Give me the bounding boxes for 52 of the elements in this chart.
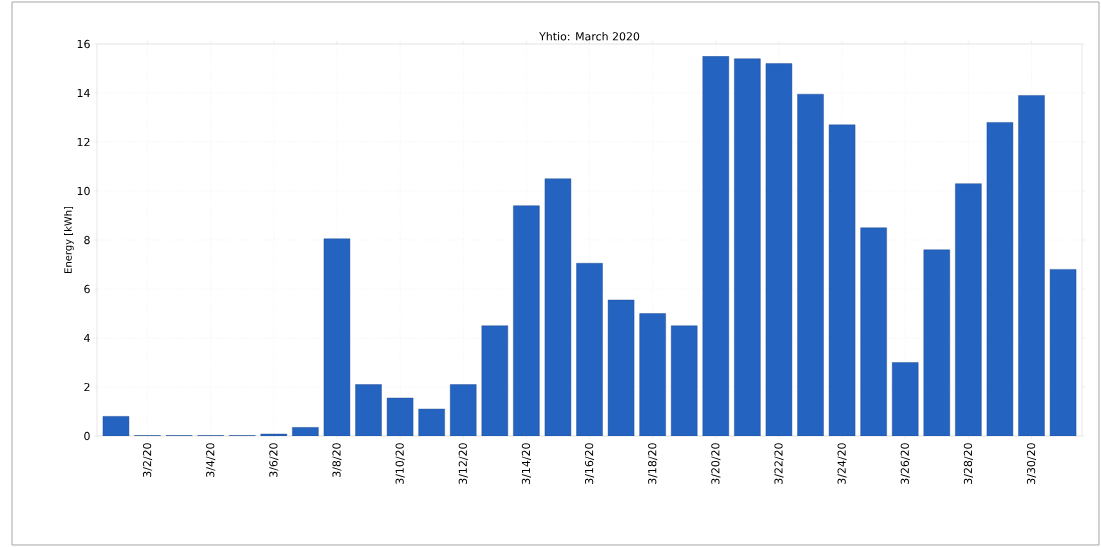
x-tick-label: 3/14/20	[521, 443, 531, 484]
x-tick-label: 3/26/20	[900, 443, 910, 484]
x-tick-label: 3/22/20	[774, 443, 784, 484]
bar	[292, 427, 319, 436]
x-tick-label: 3/6/20	[269, 443, 279, 477]
bar	[102, 416, 130, 436]
bar	[513, 205, 540, 436]
y-tick-label: 8	[84, 235, 90, 245]
bar	[828, 124, 856, 436]
bar	[418, 408, 445, 436]
bar	[607, 299, 635, 436]
bar	[386, 397, 414, 436]
bar	[765, 63, 793, 436]
bar	[892, 362, 919, 436]
bar	[797, 94, 824, 436]
bar	[450, 384, 477, 436]
y-axis-title: Energy [kWh]	[64, 206, 74, 273]
y-tick-label: 4	[84, 334, 90, 342]
x-tick-label: 3/30/20	[1026, 443, 1037, 484]
bar	[481, 325, 508, 436]
x-tick-label: 3/2/20	[142, 443, 153, 477]
x-tick-label: 3/28/20	[963, 443, 973, 484]
chart-title: Yhtio: March 2020	[539, 32, 640, 41]
y-tick-label: 2	[84, 382, 90, 392]
y-tick-label: 10	[77, 186, 90, 196]
y-tick-label: 12	[77, 137, 90, 147]
x-tick-label: 3/10/20	[395, 443, 405, 484]
bar	[639, 313, 666, 436]
y-tick-label: 0	[84, 431, 90, 441]
bar	[671, 325, 698, 436]
bar	[576, 263, 603, 436]
bar	[1018, 95, 1045, 436]
bar	[734, 58, 761, 436]
x-tick-label: 3/16/20	[584, 443, 595, 484]
bar	[702, 56, 729, 436]
x-tick-label: 3/12/20	[458, 443, 468, 484]
bar	[860, 227, 887, 436]
x-tick-label: 3/18/20	[648, 443, 658, 484]
bar	[323, 238, 351, 436]
x-tick-label: 3/20/20	[711, 443, 721, 484]
bar	[955, 183, 982, 436]
x-tick-label: 3/8/20	[332, 443, 342, 477]
bar	[986, 122, 1014, 436]
bar	[355, 384, 382, 436]
x-tick-label: 3/4/20	[206, 443, 216, 477]
bar	[544, 178, 572, 436]
y-tick-label: 14	[77, 88, 90, 97]
bar	[1049, 269, 1077, 436]
y-tick-label: 6	[84, 284, 90, 294]
bar	[923, 249, 950, 436]
y-tick-label: 16	[77, 39, 90, 49]
x-tick-label: 3/24/20	[837, 443, 847, 484]
